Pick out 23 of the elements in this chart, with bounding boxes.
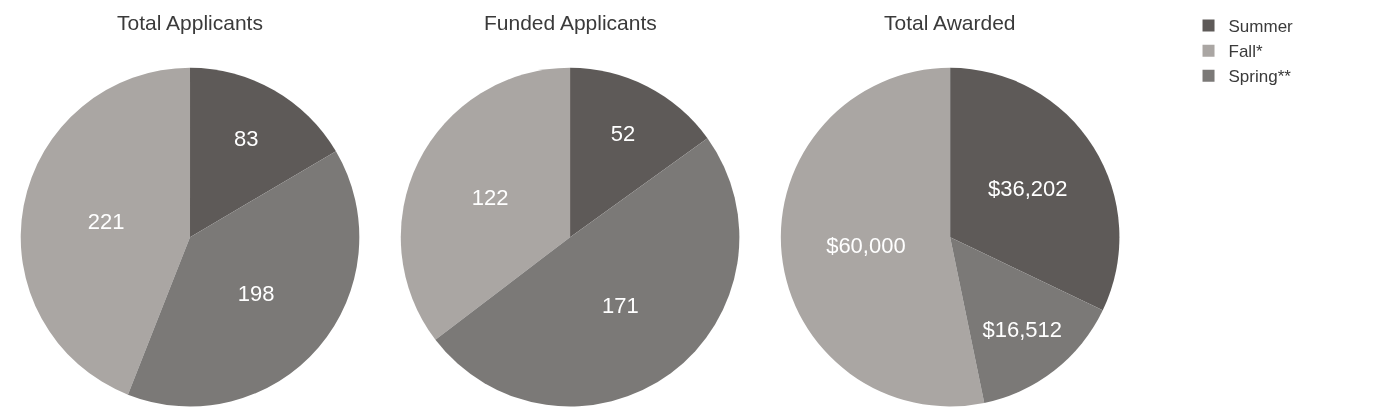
pie-slice [400, 67, 571, 340]
pie-slice [21, 67, 191, 395]
data-label: 171 [602, 292, 639, 318]
legend-label: Summer [1228, 17, 1294, 37]
pie-slice [950, 237, 1103, 403]
data-label: 221 [87, 208, 125, 234]
data-label: $60,000 [826, 233, 906, 259]
pie-slice [950, 67, 1120, 311]
chart-title: Funded Applicants [484, 11, 657, 34]
chart-title: Total Applicants [117, 11, 263, 34]
legend-label: Fall* [1228, 42, 1263, 62]
data-label: 122 [471, 185, 509, 211]
data-label: 198 [237, 281, 275, 307]
pie-slice [190, 67, 336, 238]
legend-label: Spring** [1228, 67, 1292, 87]
data-label: $16,512 [982, 317, 1063, 343]
data-label: $36,202 [987, 175, 1068, 201]
data-label: 83 [233, 126, 259, 152]
pie-slice [127, 151, 360, 407]
pie-slice [570, 67, 708, 238]
data-label: 52 [610, 121, 636, 147]
chart-title: Total Awarded [884, 11, 1016, 34]
pie-slice [780, 67, 985, 407]
